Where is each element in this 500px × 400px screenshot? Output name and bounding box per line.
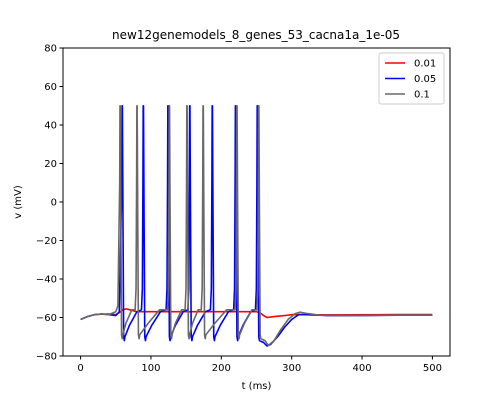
y-tick-label: −20	[36, 236, 57, 247]
y-tick-label: 60	[44, 82, 57, 93]
x-tick-label: 300	[282, 363, 301, 374]
y-axis-label: v (mV)	[13, 185, 24, 219]
series-line-0.1	[80, 104, 433, 347]
series-line-0.05	[80, 104, 433, 347]
legend-label: 0.01	[414, 59, 436, 70]
y-tick-label: 20	[44, 159, 57, 170]
x-tick-label: 0	[77, 363, 83, 374]
y-axis: −80 −60 −40 −20 0 20 40 60 80	[36, 44, 63, 363]
x-tick-label: 200	[212, 363, 231, 374]
y-tick-label: −80	[36, 352, 57, 363]
legend-box	[378, 52, 445, 105]
x-tick-label: 500	[423, 363, 442, 374]
y-tick-label: 40	[44, 121, 57, 132]
x-axis: 0 100 200 300 400 500	[77, 356, 442, 374]
y-tick-label: −40	[36, 275, 57, 286]
legend-label: 0.1	[414, 90, 430, 101]
y-tick-label: −60	[36, 313, 57, 324]
legend-label: 0.05	[414, 74, 436, 85]
chart-title: new12genemodels_8_genes_53_cacna1a_1e-05	[112, 28, 400, 42]
x-tick-label: 400	[352, 363, 371, 374]
series-layer	[80, 104, 433, 347]
x-axis-label: t (ms)	[242, 381, 272, 392]
y-tick-label: 80	[44, 44, 57, 55]
x-tick-label: 100	[141, 363, 160, 374]
y-tick-label: 0	[51, 198, 57, 209]
legend: 0.01 0.05 0.1	[378, 52, 445, 105]
